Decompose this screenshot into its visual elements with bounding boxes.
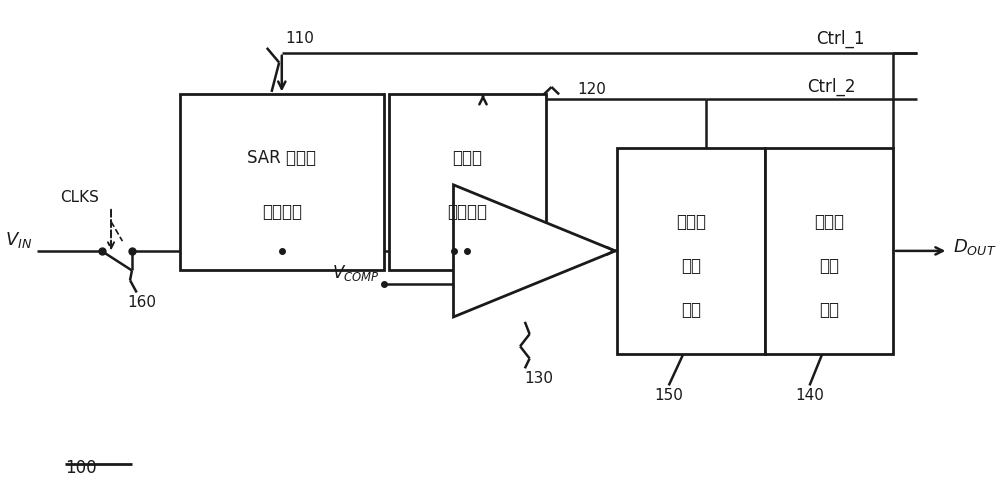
Bar	[765, 148, 893, 354]
Text: Ctrl_2: Ctrl_2	[807, 78, 855, 96]
Text: 100: 100	[65, 459, 97, 477]
Text: Ctrl_1: Ctrl_1	[816, 30, 865, 48]
Text: 140: 140	[795, 388, 824, 403]
Polygon shape	[454, 185, 615, 317]
Text: 控制: 控制	[819, 256, 839, 275]
Text: 控制: 控制	[681, 256, 701, 275]
Text: 160: 160	[127, 295, 156, 310]
Bar	[180, 94, 384, 271]
Text: 电路: 电路	[681, 301, 701, 319]
Text: 切换电路: 切换电路	[447, 203, 487, 221]
Text: 低位元: 低位元	[676, 213, 706, 231]
Text: $V_{IN}$: $V_{IN}$	[5, 230, 32, 250]
Text: SAR 高位元: SAR 高位元	[247, 149, 316, 167]
Text: $D_{OUT}$: $D_{OUT}$	[953, 237, 996, 257]
Text: $V_{COMP}$: $V_{COMP}$	[332, 263, 379, 283]
Text: 120: 120	[577, 82, 606, 97]
Text: 低位元: 低位元	[452, 149, 482, 167]
Text: 切换电路: 切换电路	[262, 203, 302, 221]
Text: 110: 110	[286, 31, 315, 46]
Bar	[617, 148, 765, 354]
Text: 高位元: 高位元	[814, 213, 844, 231]
Text: 电路: 电路	[819, 301, 839, 319]
Text: 150: 150	[654, 388, 683, 403]
Bar	[389, 94, 546, 271]
Text: 130: 130	[525, 370, 554, 386]
Text: CLKS: CLKS	[61, 189, 99, 205]
